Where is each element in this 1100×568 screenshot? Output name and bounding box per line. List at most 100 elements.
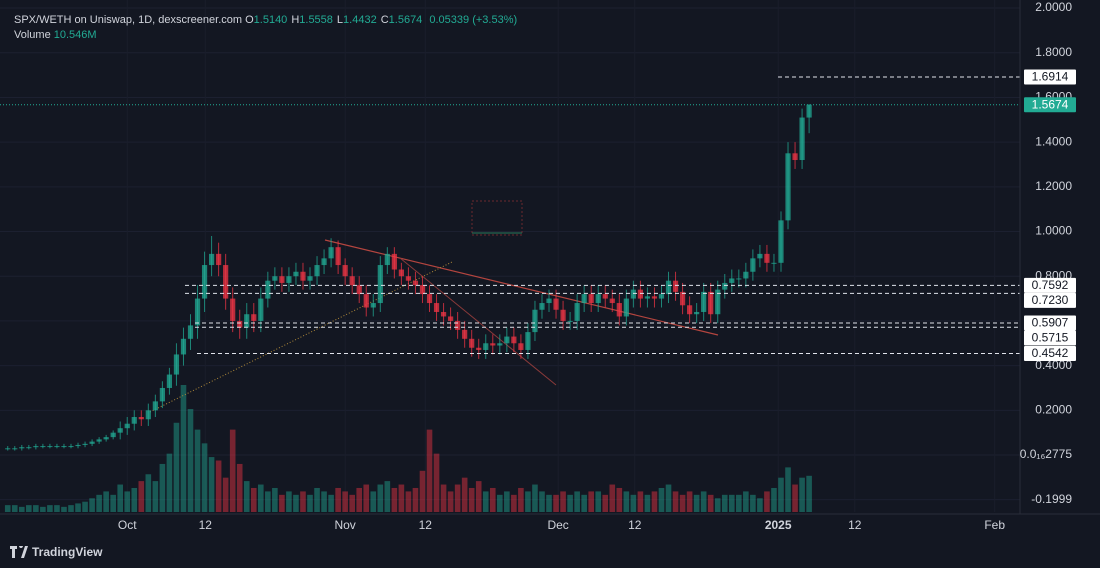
candle-body	[469, 338, 475, 348]
candle-body	[187, 325, 194, 339]
price-label: 0.7592	[1032, 278, 1069, 292]
field-key: H	[291, 14, 300, 26]
candle-body	[644, 296, 651, 299]
price-label: 0.4542	[1032, 346, 1069, 360]
candle-body	[328, 247, 334, 259]
price-label: 1.6914	[1032, 70, 1069, 84]
candle-body	[391, 253, 397, 270]
candle-body	[363, 294, 369, 308]
volume-bar	[595, 491, 602, 512]
volume-bar	[574, 491, 580, 512]
candle-body	[715, 289, 721, 315]
candle-body	[595, 294, 601, 304]
volume-bar	[96, 494, 102, 512]
volume-bar	[40, 506, 46, 512]
candle-body	[785, 153, 791, 221]
candle-body	[286, 276, 292, 283]
candle-body	[750, 258, 756, 272]
candle-body	[658, 294, 665, 299]
candle-body	[398, 269, 404, 277]
volume-bar	[489, 487, 496, 512]
volume-bar	[560, 491, 566, 512]
candle-body	[103, 437, 109, 440]
candle-body	[799, 117, 805, 161]
drawings	[149, 200, 719, 413]
candle-body	[722, 282, 728, 290]
symbol-title: SPX/WETH on Uniswap, 1D, dexscreener.com	[14, 14, 243, 26]
volume-bar	[180, 385, 187, 512]
volume-bar	[581, 494, 587, 512]
brand: TradingView	[10, 545, 102, 559]
volume-bar	[229, 429, 236, 512]
y-tick-label: 0.0₁₆2775	[1020, 447, 1073, 461]
candle-body	[173, 354, 180, 375]
candle-body	[110, 432, 116, 438]
price-label-box	[1024, 292, 1076, 308]
volume-bar	[321, 491, 327, 512]
candle-body	[251, 314, 257, 321]
volume-bar	[272, 487, 278, 512]
box-drawing	[471, 200, 523, 236]
candles	[5, 104, 812, 451]
volume-bar	[405, 491, 412, 512]
candle-body	[637, 289, 643, 299]
volume-bar	[602, 494, 609, 512]
trend-line	[324, 239, 719, 336]
volume-bar	[377, 484, 384, 512]
volume-bar	[152, 481, 159, 512]
volume-bar	[778, 477, 784, 512]
candle-body	[208, 253, 215, 266]
candle-body	[54, 446, 60, 448]
candle-body	[581, 294, 587, 304]
candle-body	[792, 153, 798, 161]
y-tick-label: 1.2000	[1035, 179, 1072, 193]
candle-body	[272, 276, 278, 281]
volume-bar	[679, 494, 686, 512]
candle-body	[33, 446, 39, 448]
axes: 2.00001.80001.60001.40001.20001.00000.80…	[118, 0, 1072, 532]
candle-body	[12, 448, 18, 450]
volume-bar	[792, 484, 798, 512]
volume-bar	[33, 505, 39, 512]
candle-body	[462, 329, 468, 339]
volume-bar	[750, 494, 756, 512]
volume-bar	[18, 506, 25, 512]
volume-bar	[138, 481, 145, 512]
volume-bar	[307, 494, 313, 512]
volume-bar	[644, 494, 651, 512]
field-value: 1.5140	[253, 14, 288, 26]
y-tick-label: -0.1999	[1031, 492, 1072, 506]
volume-bar	[518, 487, 524, 512]
volume-bar	[475, 481, 482, 512]
candle-body	[708, 291, 714, 315]
candle-body	[806, 104, 812, 118]
volume-bar	[222, 477, 229, 512]
volume-bar	[173, 422, 180, 512]
candle-body	[757, 253, 763, 259]
candle-body	[553, 298, 559, 310]
candle-body	[771, 262, 777, 264]
y-tick-label: 2.0000	[1035, 0, 1072, 14]
price-label-box	[1024, 315, 1076, 331]
volume-bar	[215, 460, 222, 512]
change: 0.05339 (+3.53%)	[429, 14, 518, 26]
last-price-label: 1.5674	[1032, 97, 1069, 111]
volume-bar	[398, 484, 405, 512]
candle-body	[419, 285, 426, 295]
volume-bar	[54, 505, 60, 512]
volume-layer	[4, 385, 812, 512]
candle-body	[616, 303, 622, 317]
candle-body	[223, 265, 229, 299]
grid	[0, 7, 1020, 501]
candle-body	[426, 294, 433, 304]
volume-bar	[335, 487, 341, 512]
candle-body	[405, 276, 412, 281]
volume-bar	[145, 474, 152, 512]
volume-bar	[637, 491, 644, 512]
candle-body	[532, 309, 538, 333]
candle-body	[778, 220, 784, 263]
x-tick-label: 2025	[765, 518, 792, 532]
volume-bar	[68, 505, 74, 512]
candle-body	[124, 423, 130, 429]
